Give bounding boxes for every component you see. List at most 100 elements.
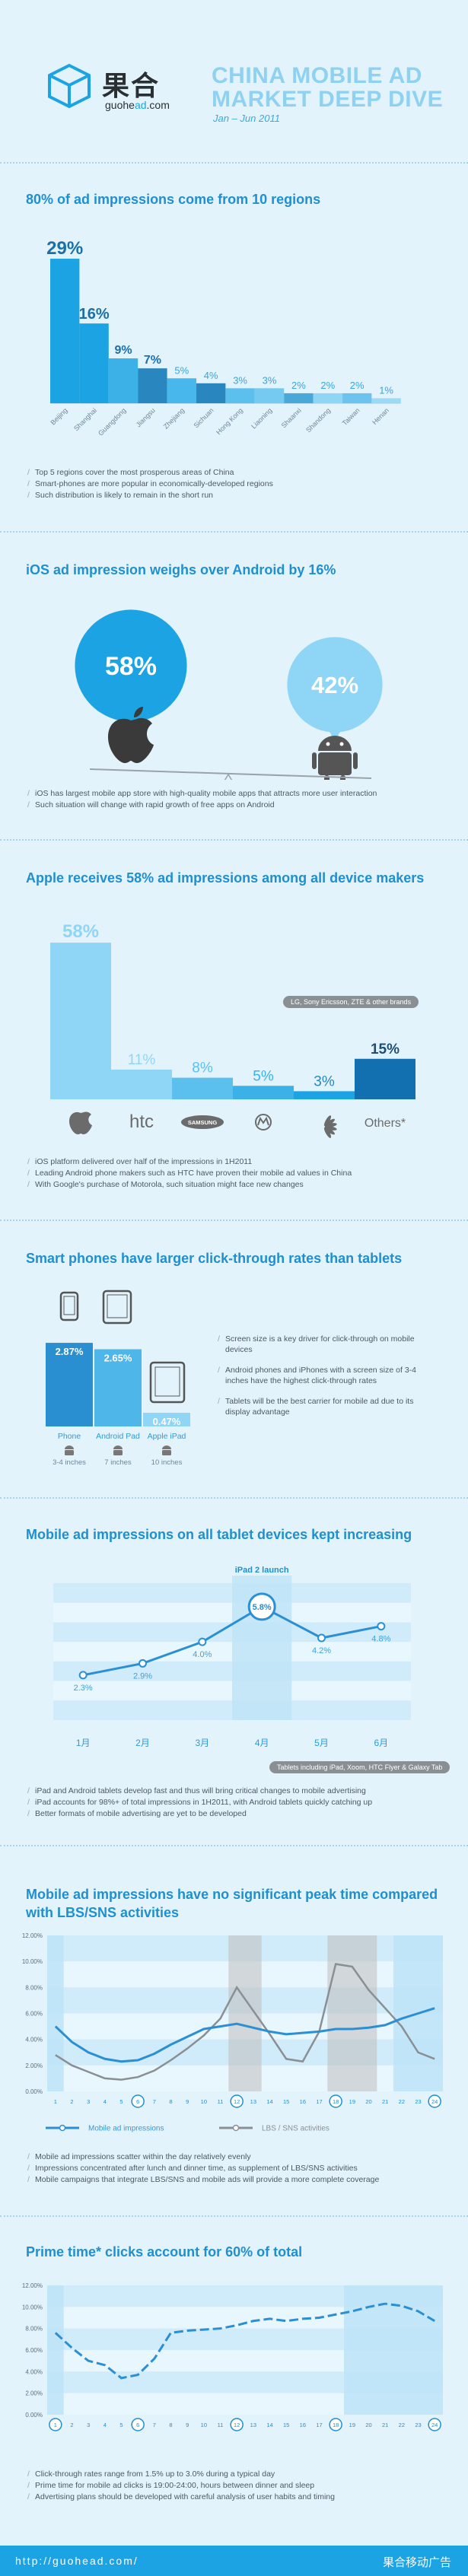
- prime-title: Prime time* clicks account for 60% of to…: [26, 2244, 303, 2260]
- hour-label: 11: [218, 2422, 224, 2428]
- hour-label: 2: [70, 2098, 73, 2105]
- bar-apple-ipad: [143, 1412, 190, 1426]
- month-label: 6月: [374, 1738, 388, 1748]
- bar-value-label: 2.65%: [104, 1353, 132, 1364]
- hour-label: 16: [300, 2422, 306, 2428]
- peak-title: Mobile ad impressions have no significan…: [26, 1887, 438, 1920]
- divider: [0, 839, 468, 841]
- hour-label: 12: [234, 2098, 240, 2105]
- ctr-title: Smart phones have larger click-through r…: [26, 1251, 403, 1266]
- prime-highlight: [47, 2285, 64, 2415]
- bar-guangdong: [108, 358, 138, 403]
- tablet-title: Mobile ad impressions on all tablet devi…: [26, 1527, 412, 1542]
- divider: [0, 531, 468, 533]
- bar-shaanxi: [284, 393, 314, 403]
- ios-android-chart: 58% 42%: [75, 609, 383, 780]
- prime-highlight: [344, 2285, 443, 2415]
- hour-label: 16: [300, 2098, 306, 2105]
- tablet-badge: Tablets including iPad, Xoom, HTC Flyer …: [269, 1761, 450, 1773]
- hour-label: 12: [234, 2422, 240, 2428]
- bar-value-label: 2%: [350, 380, 365, 391]
- hour-label: 21: [382, 2422, 388, 2428]
- android-bubble-tail: [328, 729, 342, 741]
- y-tick-label: 12.00%: [22, 2282, 43, 2289]
- bar-value-label: 15%: [371, 1042, 400, 1057]
- hour-label: 9: [186, 2422, 189, 2428]
- seesaw-fulcrum: [224, 773, 233, 780]
- category-label: Shandong: [304, 406, 332, 434]
- footer-url[interactable]: http://guohead.com/: [15, 2555, 138, 2567]
- page-subtitle: Jan – Jun 2011: [213, 113, 280, 124]
- huawei-petal-icon: [324, 1127, 335, 1135]
- hour-label: 14: [266, 2098, 272, 2105]
- screen-size-label: 3-4 inches: [53, 1458, 86, 1467]
- device-label: Phone: [58, 1432, 81, 1441]
- divider: [0, 2215, 468, 2217]
- bar-value-label: 7%: [144, 354, 161, 367]
- divider: [0, 1845, 468, 1846]
- category-label: Sichuan: [193, 406, 215, 429]
- category-label: Beijing: [49, 406, 68, 426]
- hour-label: 2: [70, 2422, 73, 2428]
- hour-label: 5: [119, 2098, 123, 2105]
- category-label: Liaoning: [250, 406, 273, 430]
- hour-label: 6: [136, 2098, 139, 2105]
- huawei-petal-icon: [323, 1115, 332, 1127]
- bar-phone: [46, 1343, 93, 1426]
- peak-line-chart: 0.00%2.00%4.00%6.00%8.00%10.00%12.00%1 2 3…: [22, 1932, 443, 2133]
- samsung-logo-icon: [181, 1115, 224, 1129]
- hour-label: 1: [54, 2098, 57, 2105]
- bar-motorola: [233, 1086, 294, 1099]
- bar-sichuan: [196, 383, 226, 403]
- hour-label: 23: [415, 2422, 421, 2428]
- bar-value-label: 8%: [192, 1061, 213, 1077]
- data-point: [317, 1633, 326, 1643]
- tablet-line-chart: iPad 2 launch 2.3% 1月 2.9% 2月 4.0% 3月 5.8% 4月 4.2…: [53, 1566, 411, 1748]
- screen-size-label: 10 inches: [151, 1458, 183, 1467]
- bar-taiwan: [342, 393, 372, 403]
- hour-label: 18: [333, 2098, 339, 2105]
- page-title: CHINA MOBILE AD MARKET DEEP DIVE: [212, 63, 444, 112]
- y-tick-label: 10.00%: [22, 2304, 43, 2310]
- y-tick-label: 4.00%: [25, 2368, 43, 2375]
- category-label: Zhejiang: [162, 406, 186, 430]
- ipad-icon: [149, 1361, 186, 1404]
- hour-label: 14: [266, 2422, 272, 2428]
- mobile-ad-series-line: [54, 2007, 435, 2063]
- hour-marker: [131, 2094, 145, 2108]
- footer: http://guohead.com/ 果合移动广告: [0, 2546, 468, 2576]
- bar-value-label: 9%: [114, 344, 132, 357]
- device-label: Android Pad: [96, 1432, 140, 1441]
- apple-small-icon-body: [162, 1450, 171, 1455]
- divider: [0, 1497, 468, 1499]
- hour-marker: [230, 2418, 244, 2431]
- y-tick-label: 2.00%: [25, 2390, 43, 2397]
- bar-value-label: 11%: [128, 1052, 156, 1068]
- regions-notes: Top 5 regions cover the most prosperous …: [27, 467, 273, 501]
- motorola-logo-icon: [255, 1114, 272, 1131]
- point-label: 2.3%: [74, 1684, 93, 1693]
- apple-logo-icon: [69, 1111, 92, 1134]
- hour-label: 1: [54, 2422, 57, 2428]
- bar-shandong: [313, 393, 342, 403]
- android-bubble: [287, 637, 383, 733]
- y-tick-label: 10.00%: [22, 1958, 43, 1965]
- point-label: 5.8%: [253, 1603, 272, 1612]
- ipad-screen: [154, 1366, 180, 1397]
- month-label: 3月: [195, 1738, 209, 1748]
- bar-shanghai: [79, 323, 109, 403]
- hour-label: 22: [399, 2098, 405, 2105]
- android-eye: [339, 742, 344, 746]
- phone-screen: [63, 1296, 75, 1315]
- hour-label: 13: [250, 2422, 256, 2428]
- hour-label: 23: [415, 2098, 421, 2105]
- hour-label: 24: [431, 2422, 438, 2428]
- category-label: Shanghai: [72, 406, 98, 432]
- hour-label: 10: [201, 2098, 207, 2105]
- logo-chinese-name: 果合: [102, 71, 161, 102]
- month-label: 2月: [135, 1738, 150, 1748]
- month-label: 5月: [314, 1738, 329, 1748]
- point-label: 4.2%: [312, 1646, 331, 1655]
- data-point: [377, 1622, 386, 1631]
- ctr-series-line: [54, 2302, 435, 2380]
